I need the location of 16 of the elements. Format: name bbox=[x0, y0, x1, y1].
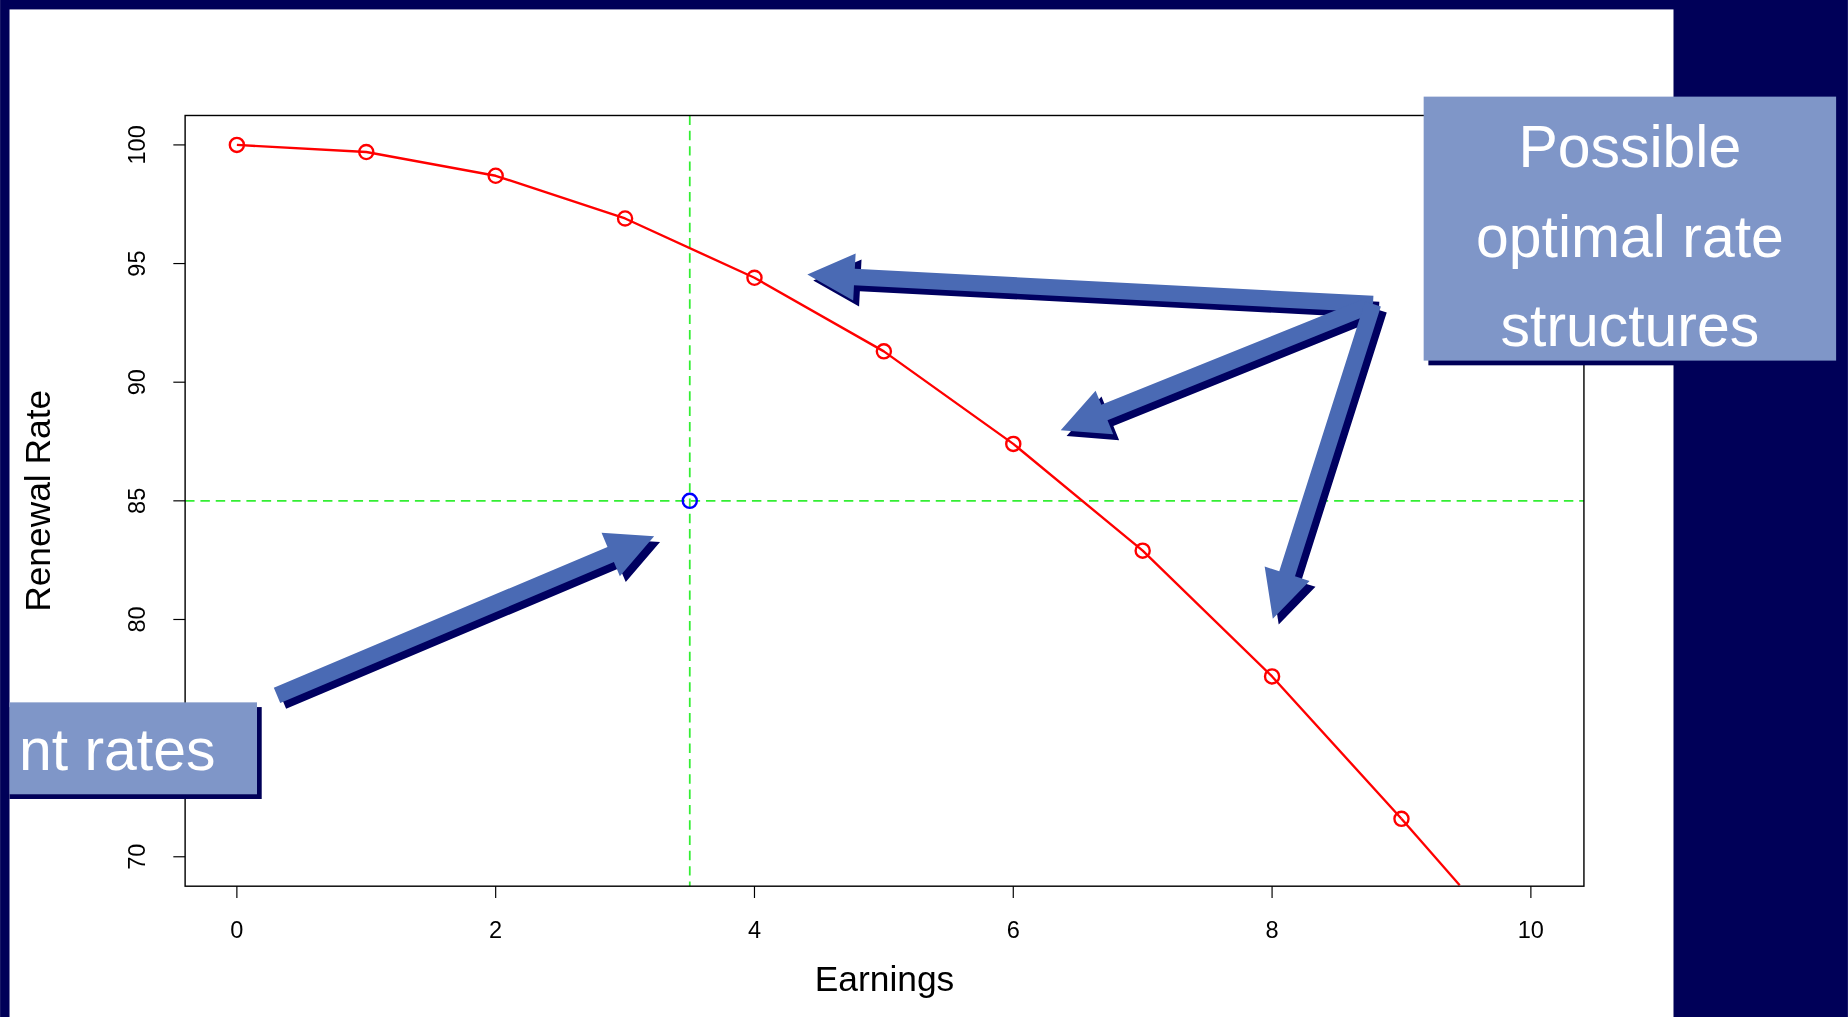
x-tick-label: 8 bbox=[1265, 917, 1279, 944]
x-axis-title: Earnings bbox=[814, 959, 955, 999]
y-axis-title: Renewal Rate bbox=[17, 389, 57, 612]
x-tick-label: 2 bbox=[489, 917, 503, 944]
y-tick-label: 80 bbox=[124, 606, 151, 633]
x-tick-label: 4 bbox=[747, 917, 762, 944]
y-tick-label: 70 bbox=[124, 843, 151, 870]
y-tick-label: 95 bbox=[124, 250, 151, 277]
annotation: nt rates bbox=[18, 716, 216, 782]
annotation: Possible optimal rate structures bbox=[1476, 114, 1784, 359]
x-tick-label: 6 bbox=[1006, 917, 1020, 944]
y-tick-label: 85 bbox=[124, 487, 151, 514]
y-tick-label: 100 bbox=[124, 125, 151, 165]
x-tick-label: 10 bbox=[1517, 917, 1544, 944]
x-tick-label: 0 bbox=[230, 917, 244, 944]
y-tick-label: 90 bbox=[124, 369, 151, 396]
